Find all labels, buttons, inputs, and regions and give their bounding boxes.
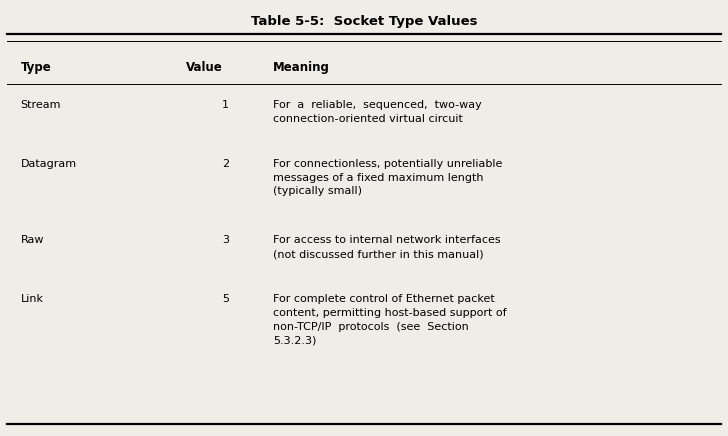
Text: Value: Value [186,61,222,74]
Text: Raw: Raw [20,235,44,245]
Text: Link: Link [20,294,44,304]
Text: For connectionless, potentially unreliable
messages of a fixed maximum length
(t: For connectionless, potentially unreliab… [273,159,502,196]
Text: Stream: Stream [20,100,61,110]
Text: 1: 1 [222,100,229,110]
Text: For  a  reliable,  sequenced,  two-way
connection-oriented virtual circuit: For a reliable, sequenced, two-way conne… [273,100,482,124]
Text: For access to internal network interfaces
(not discussed further in this manual): For access to internal network interface… [273,235,501,259]
Text: 5: 5 [222,294,229,304]
Text: Type: Type [20,61,51,74]
Text: Table 5-5:  Socket Type Values: Table 5-5: Socket Type Values [250,15,478,28]
Text: Meaning: Meaning [273,61,330,74]
Text: 2: 2 [222,159,229,169]
Text: For complete control of Ethernet packet
content, permitting host-based support o: For complete control of Ethernet packet … [273,294,507,345]
Text: 3: 3 [222,235,229,245]
Text: Datagram: Datagram [20,159,76,169]
